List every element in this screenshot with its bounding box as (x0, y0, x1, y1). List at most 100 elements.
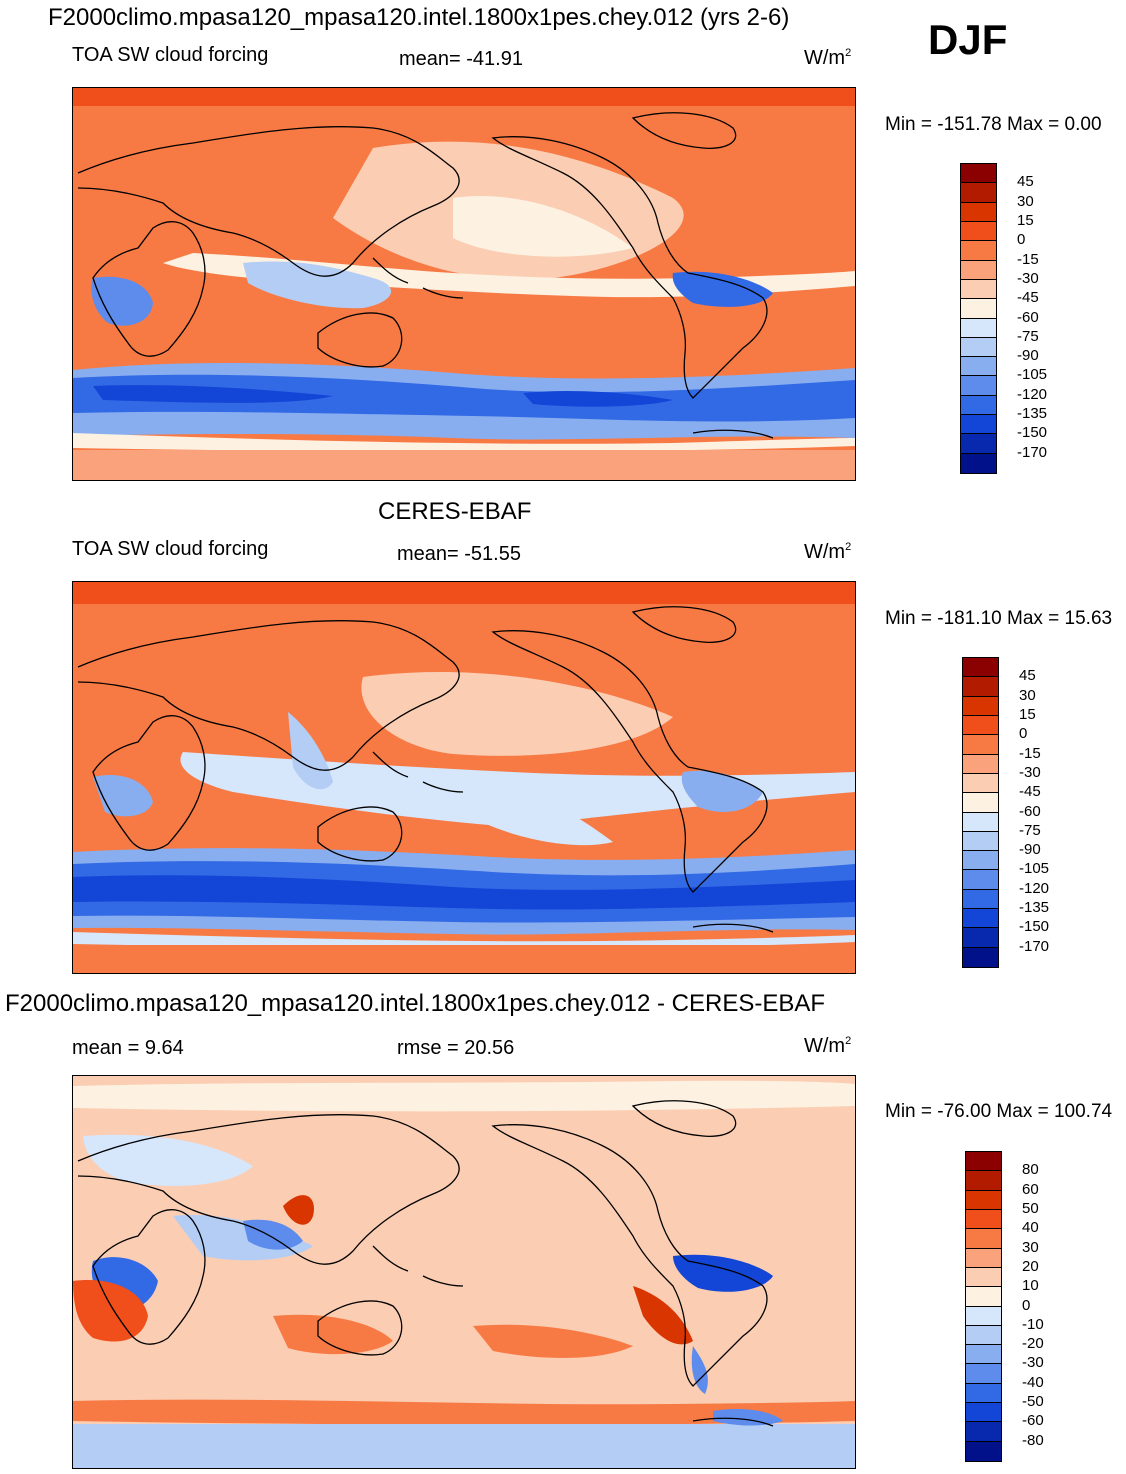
colorbar-swatch (966, 1403, 1001, 1423)
colorbar-swatch (961, 279, 996, 300)
colorbar-tick-label: -60 (1022, 1412, 1044, 1430)
colorbar-tick-label: -90 (1019, 841, 1041, 859)
colorbar-swatch (966, 1441, 1001, 1461)
colorbar-swatch (961, 260, 996, 280)
panel2-minmax: Min = -181.10 Max = 15.63 (885, 608, 1113, 629)
panel2-variable: TOA SW cloud forcing (72, 538, 269, 560)
colorbar-tick-label: -45 (1019, 783, 1041, 801)
panel1-units: W/m2 (804, 47, 852, 69)
colorbar-tick-label: -45 (1017, 289, 1039, 307)
colorbar-swatch (966, 1267, 1001, 1288)
colorbar-swatch (963, 870, 998, 890)
colorbar-swatch (963, 735, 998, 755)
colorbar-swatch (961, 357, 996, 377)
colorbar-tick-label: -105 (1019, 860, 1050, 878)
colorbar-swatch (963, 773, 998, 794)
colorbar-tick-label: 30 (1017, 192, 1034, 210)
panel1-minmax: Min = -151.78 Max = 0.00 (885, 114, 1102, 135)
panel1-title: F2000climo.mpasa120_mpasa120.intel.1800x… (48, 4, 790, 31)
colorbar-swatch (961, 395, 996, 416)
panel2-colorbar (962, 657, 999, 968)
colorbar-swatch (961, 337, 996, 358)
colorbar-swatch (966, 1325, 1001, 1346)
panel2-map (72, 581, 856, 974)
colorbar-swatch (966, 1287, 1001, 1307)
colorbar-tick-label: -30 (1019, 763, 1041, 781)
panel3-mean: mean = 9.64 (72, 1037, 184, 1059)
colorbar-tick-label: -120 (1017, 385, 1048, 403)
colorbar-tick-label: 40 (1022, 1219, 1039, 1237)
colorbar-tick-label: 45 (1019, 667, 1036, 685)
panel3-minmax: Min = -76.00 Max = 100.74 (885, 1101, 1113, 1122)
colorbar-swatch (961, 453, 996, 473)
colorbar-tick-label: -60 (1017, 308, 1039, 326)
colorbar-tick-label: -30 (1022, 1354, 1044, 1372)
colorbar-tick-label: -15 (1019, 744, 1041, 762)
colorbar-tick-label: -105 (1017, 366, 1048, 384)
colorbar-swatch (961, 183, 996, 203)
colorbar-tick-label: 30 (1019, 686, 1036, 704)
panel1-mean: mean= -41.91 (399, 48, 523, 70)
colorbar-tick-label: 50 (1022, 1199, 1039, 1217)
colorbar-swatch (961, 376, 996, 396)
colorbar-swatch (966, 1383, 1001, 1404)
colorbar-swatch (963, 928, 998, 948)
colorbar-tick-label: 20 (1022, 1257, 1039, 1275)
colorbar-tick-label: -10 (1022, 1315, 1044, 1333)
colorbar-swatch (966, 1152, 1001, 1172)
colorbar-swatch (963, 812, 998, 832)
colorbar-tick-label: -150 (1019, 918, 1050, 936)
colorbar-swatch (966, 1190, 1001, 1210)
colorbar-tick-label: 10 (1022, 1277, 1039, 1295)
colorbar-swatch (966, 1229, 1001, 1249)
colorbar-swatch (961, 434, 996, 454)
colorbar-tick-label: -75 (1019, 821, 1041, 839)
colorbar-tick-label: -20 (1022, 1335, 1044, 1353)
colorbar-tick-label: -135 (1019, 899, 1050, 917)
panel3-colorbar (965, 1151, 1002, 1462)
colorbar-tick-label: 15 (1019, 705, 1036, 723)
colorbar-swatch (963, 658, 998, 678)
colorbar-swatch (963, 909, 998, 929)
colorbar-swatch (966, 1364, 1001, 1384)
colorbar-tick-label: 80 (1022, 1161, 1039, 1179)
colorbar-tick-label: 0 (1019, 725, 1028, 743)
colorbar-swatch (961, 318, 996, 338)
colorbar-tick-label: -170 (1019, 937, 1050, 955)
colorbar-swatch (966, 1422, 1001, 1442)
colorbar-swatch (966, 1171, 1001, 1191)
colorbar-tick-label: 15 (1017, 211, 1034, 229)
colorbar-tick-label: -50 (1022, 1393, 1044, 1411)
colorbar-tick-label: -150 (1017, 424, 1048, 442)
panel2-units: W/m2 (804, 541, 852, 563)
colorbar-tick-label: 60 (1022, 1180, 1039, 1198)
panel1-map (72, 87, 856, 481)
colorbar-tick-label: -90 (1017, 347, 1039, 365)
colorbar-swatch (963, 696, 998, 716)
colorbar-tick-label: -30 (1017, 269, 1039, 287)
panel3-title: F2000climo.mpasa120_mpasa120.intel.1800x… (5, 990, 826, 1017)
colorbar-swatch (961, 299, 996, 319)
colorbar-tick-label: 0 (1022, 1296, 1031, 1314)
colorbar-swatch (961, 415, 996, 435)
colorbar-swatch (966, 1248, 1001, 1268)
colorbar-swatch (963, 889, 998, 910)
colorbar-swatch (963, 793, 998, 813)
panel3-rmse: rmse = 20.56 (397, 1037, 515, 1059)
panel2-title: CERES-EBAF (378, 498, 532, 525)
panel1-variable: TOA SW cloud forcing (72, 44, 269, 66)
colorbar-tick-label: -120 (1019, 879, 1050, 897)
colorbar-swatch (961, 164, 996, 184)
colorbar-tick-label: -170 (1017, 443, 1048, 461)
colorbar-swatch (966, 1306, 1001, 1326)
colorbar-swatch (966, 1345, 1001, 1365)
colorbar-swatch (961, 202, 996, 222)
colorbar-swatch (963, 831, 998, 852)
colorbar-tick-label: -40 (1022, 1373, 1044, 1391)
colorbar-tick-label: 45 (1017, 173, 1034, 191)
colorbar-swatch (963, 754, 998, 774)
colorbar-tick-label: -135 (1017, 405, 1048, 423)
colorbar-swatch (961, 241, 996, 261)
colorbar-swatch (966, 1209, 1001, 1230)
colorbar-tick-label: 30 (1022, 1238, 1039, 1256)
